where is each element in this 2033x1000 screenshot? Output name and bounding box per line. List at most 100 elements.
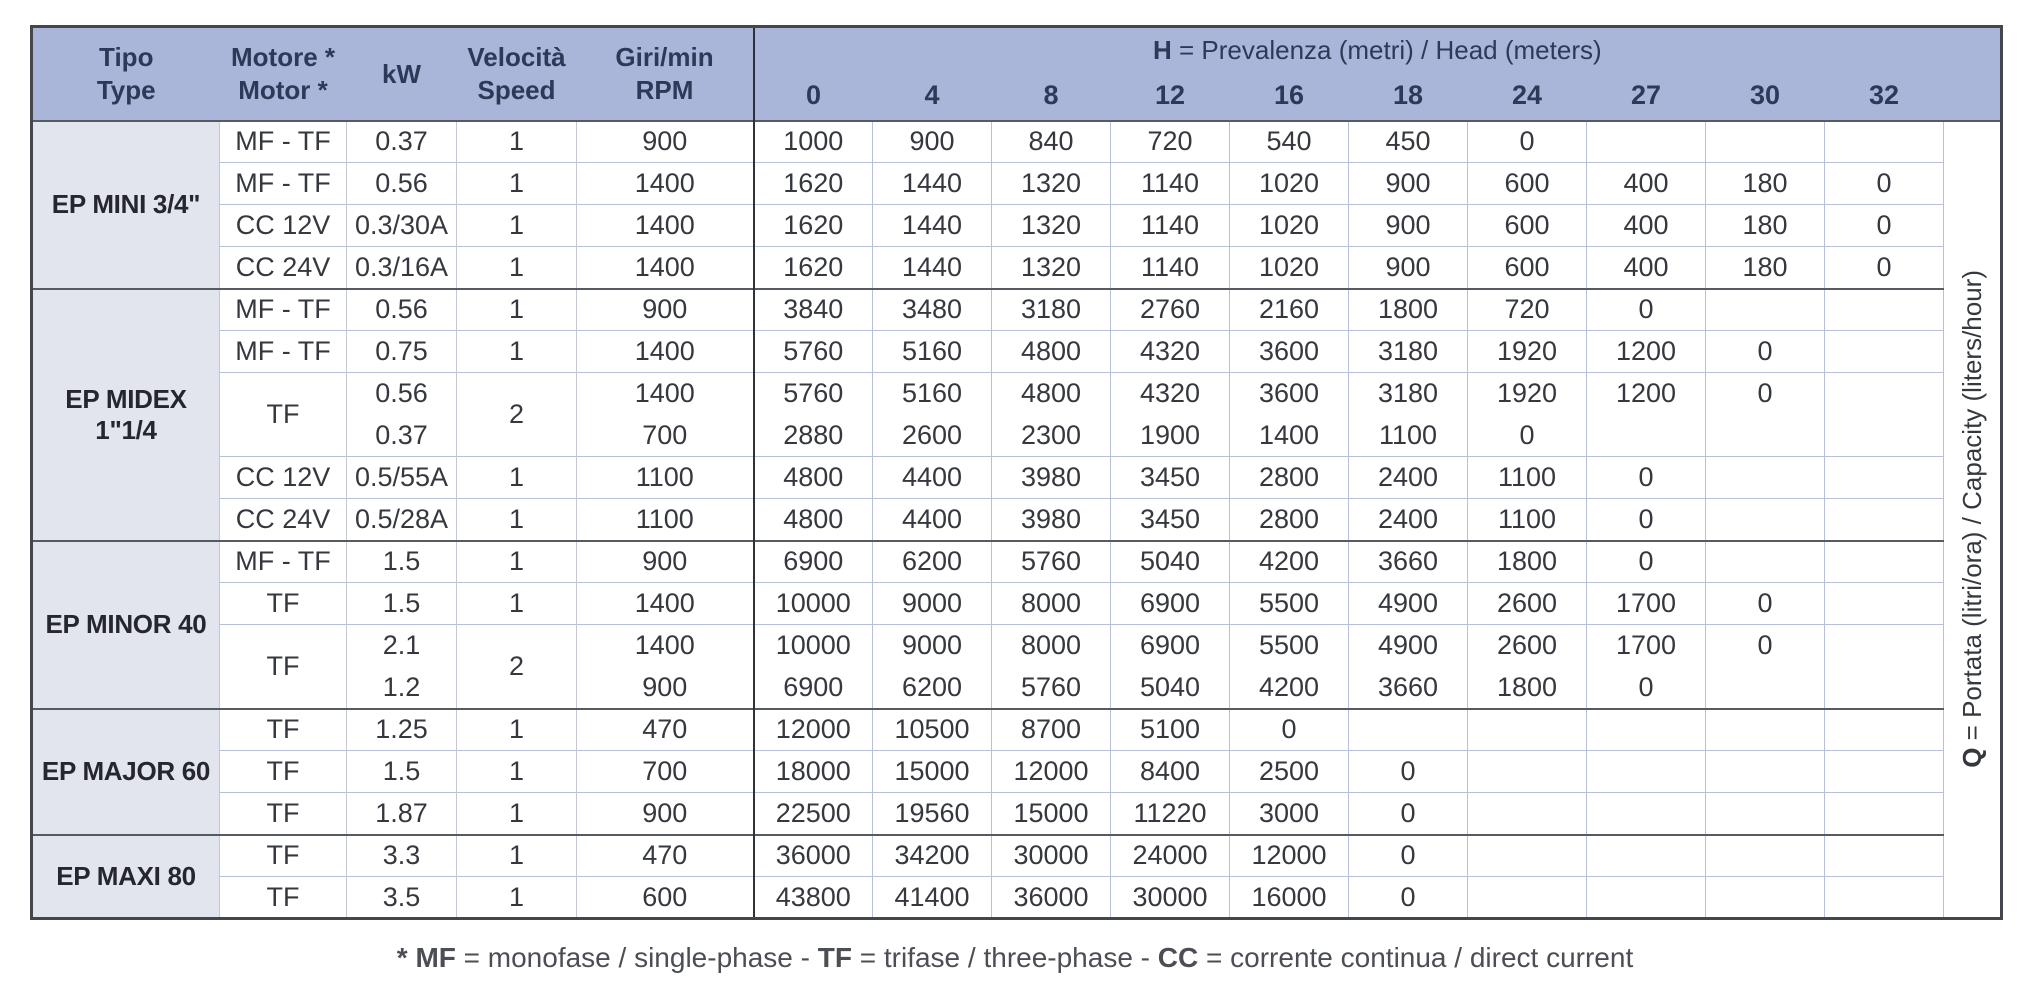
kw-cell: 0.37 [346,414,457,457]
capacity-cell: 5100 [1110,707,1230,751]
head-value-12: 12 [1110,72,1230,121]
table-row: TF 2.1 2 1400 10000 9000 8000 6900 5500 4900 2600 1… [32,624,2002,709]
capacity-cell: 3600 [1229,330,1349,373]
capacity-cell: 900 [1348,246,1468,289]
motor-cell: TF [219,582,347,625]
capacity-cell [1824,119,1944,163]
capacity-cell: 2800 [1229,456,1349,499]
capacity-cell: 0 [1229,707,1349,751]
footnote-abbrev: * MF [396,942,456,973]
capacity-cell: 180 [1705,204,1825,247]
capacity-cell: 0 [1586,456,1706,499]
header-head-rest: = Prevalenza (metri) / Head (meters) [1171,35,1602,65]
capacity-cell: 6900 [1110,624,1230,667]
capacity-cell [1824,792,1944,835]
head-value-0: 0 [752,72,873,121]
header-motore: Motore * Motor * [219,26,347,121]
rpm-cell: 1400 [576,372,754,415]
table-row: TF 3.5 1 600 43800 41400 36000 30000 16000 0 [32,876,2002,919]
capacity-cell: 2160 [1229,287,1349,331]
capacity-cell: 9000 [872,582,992,625]
table-row: TF 0.56 2 1400 5760 5160 4800 4320 3600 3180 1920 1… [32,372,2002,457]
capacity-cell: 1320 [991,162,1111,205]
kw-cell: 1.87 [346,792,457,835]
capacity-cell: 12000 [991,750,1111,793]
capacity-cell: 1000 [752,119,873,163]
kw-cell: 0.37 [346,119,457,163]
capacity-axis-label: Q = Portata (litri/ora) / Capacity (lite… [1956,270,1987,769]
table-row: TF 1.5 1 700 18000 15000 12000 8400 2500 0 [32,750,2002,793]
capacity-cell: 5160 [872,372,992,415]
capacity-cell: 180 [1705,246,1825,289]
header-velocita: Velocità Speed [456,26,577,121]
capacity-cell: 900 [1348,204,1468,247]
header-motore-line2: Motor * [238,74,328,105]
capacity-cell: 8400 [1110,750,1230,793]
motor-cell: MF - TF [219,287,347,331]
speed-cell: 2 [456,624,577,709]
capacity-cell: 1400 [1229,414,1349,457]
rpm-cell: 900 [576,539,754,583]
capacity-cell: 18000 [752,750,873,793]
kw-cell: 2.1 [346,624,457,667]
capacity-cell: 4800 [752,456,873,499]
capacity-cell: 2760 [1110,287,1230,331]
capacity-cell [1824,582,1944,625]
kw-cell: 1.2 [346,666,457,709]
capacity-cell [1586,833,1706,877]
capacity-cell [1824,330,1944,373]
capacity-cell: 2300 [991,414,1111,457]
capacity-cell [1586,119,1706,163]
capacity-cell: 720 [1110,119,1230,163]
speed-cell: 1 [456,119,577,163]
speed-cell: 1 [456,162,577,205]
capacity-cell: 6200 [872,539,992,583]
capacity-cell: 0 [1824,162,1944,205]
capacity-cell: 6900 [752,539,873,583]
kw-cell: 1.5 [346,539,457,583]
capacity-cell: 1800 [1348,287,1468,331]
capacity-cell: 3980 [991,498,1111,541]
kw-cell: 0.56 [346,372,457,415]
motor-cell: TF [219,792,347,835]
capacity-cell [1586,792,1706,835]
header-rpm-line2: RPM [635,74,694,105]
table-row: EP MAXI 80 TF 3.3 1 470 36000 34200 30000 24000 1… [31,833,2002,919]
motor-cell: CC 24V [219,246,347,289]
rpm-cell: 900 [576,792,754,835]
capacity-cell: 3180 [991,287,1111,331]
speed-cell: 1 [456,750,577,793]
capacity-cell: 22500 [752,792,873,835]
header-velocita-line1: Velocità [467,42,566,73]
rpm-cell: 1400 [576,204,754,247]
table-row: 0.37 700 2880 2600 2300 1900 1400 1100 0 [32,414,2002,457]
capacity-axis-strip: Q = Portata (litri/ora) / Capacity (lite… [1942,119,2002,919]
speed-cell: 1 [456,287,577,331]
capacity-cell: 1020 [1229,246,1349,289]
capacity-cell: 11220 [1110,792,1230,835]
header-velocita-line2: Speed [477,74,556,105]
kw-cell: 0.56 [346,287,457,331]
table-row: 1.2 900 6900 6200 5760 5040 4200 3660 1800 0 [32,666,2002,709]
rpm-cell: 1400 [576,330,754,373]
capacity-cell: 30000 [1110,876,1230,919]
capacity-cell: 4800 [752,498,873,541]
rpm-cell: 470 [576,833,754,877]
kw-cell: 3.5 [346,876,457,919]
kw-cell: 0.75 [346,330,457,373]
capacity-cell: 0 [1348,792,1468,835]
capacity-cell: 1440 [872,246,992,289]
capacity-cell: 9000 [872,624,992,667]
table-row: TF 1.87 1 900 22500 19560 15000 11220 3000 0 [32,792,2002,835]
capacity-cell [1467,792,1587,835]
capacity-cell: 1140 [1110,162,1230,205]
rpm-cell: 1400 [576,582,754,625]
capacity-cell: 5760 [752,372,873,415]
table-row: TF 1.5 1 1400 10000 9000 8000 6900 5500 4900 2600 1… [32,582,2002,625]
kw-cell: 1.5 [346,582,457,625]
speed-cell: 1 [456,246,577,289]
motor-cell: CC 12V [219,204,347,247]
capacity-cell [1824,372,1944,415]
motor-cell: TF [219,624,347,709]
motor-cell: MF - TF [219,119,347,163]
